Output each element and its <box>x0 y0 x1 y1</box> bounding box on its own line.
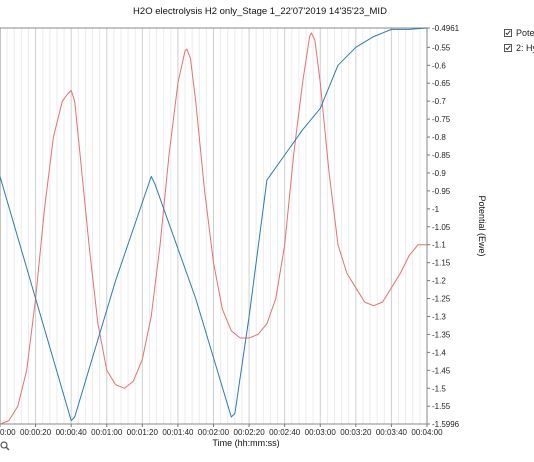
series-line-2 <box>0 27 428 422</box>
y-tick-label: -0.6 <box>432 61 446 70</box>
y-tick-label: -1.5996 <box>432 420 460 429</box>
y-tick-label: -1.4 <box>432 348 446 357</box>
x-tick-label: 00:00:20 <box>20 428 52 437</box>
y-tick-label: -0.9 <box>432 169 446 178</box>
x-tick-label: 00:02:20 <box>234 428 266 437</box>
x-tick-label: 00:01:40 <box>162 428 194 437</box>
legend-label-1: Pote <box>516 28 534 38</box>
y-tick-label: -1.3 <box>432 312 446 321</box>
x-tick-label: 00:03:40 <box>376 428 408 437</box>
y-tick-label: -0.8 <box>432 133 446 142</box>
series-line-1 <box>0 32 427 425</box>
y-tick-label: -1.05 <box>432 223 451 232</box>
y-tick-label: -0.85 <box>432 151 451 160</box>
chart-title: H2O electrolysis H2 only_Stage 1_22'07'2… <box>133 6 387 17</box>
x-tick-label: 00:04:00 <box>411 428 443 437</box>
x-axis-label: Time (hh:mm:ss) <box>212 438 279 448</box>
y-tick-label: -1.2 <box>432 277 446 286</box>
x-tick-label: 00:00:40 <box>56 428 88 437</box>
x-tick-label: 00:03:00 <box>305 428 337 437</box>
legend-item-2[interactable]: 2: Hy <box>504 43 534 53</box>
y-tick-label: -1.15 <box>432 259 451 268</box>
grid <box>0 28 428 424</box>
zoom-icon[interactable] <box>0 441 10 451</box>
y-tick-label: -0.65 <box>432 79 451 88</box>
y-tick-label: -1.1 <box>432 241 446 250</box>
legend-checkbox-1[interactable] <box>504 29 512 37</box>
x-tick-label: 00:00:00 <box>0 428 16 437</box>
y-tick-label: -0.7 <box>432 97 446 106</box>
y-tick-label: -1.55 <box>432 402 451 411</box>
y-axis-label: Potential (Ewe) <box>477 195 487 256</box>
y-tick-label: -0.75 <box>432 115 451 124</box>
series-group <box>0 27 428 425</box>
y-tick-labels: -0.4961 -0.55 -0.6 -0.65 -0.7 -0.75 -0.8 -0.85 -… <box>427 24 460 429</box>
y-tick-label: -1 <box>432 205 440 214</box>
y-tick-label: -1.35 <box>432 330 451 339</box>
y-tick-label: -0.4961 <box>432 24 460 33</box>
legend-item-1[interactable]: Pote <box>504 28 534 38</box>
x-tick-label: 00:01:00 <box>91 428 123 437</box>
y-tick-label: -1.45 <box>432 366 451 375</box>
y-tick-label: -0.95 <box>432 187 451 196</box>
y-tick-label: -1.25 <box>432 295 451 304</box>
x-tick-label: 00:02:00 <box>198 428 230 437</box>
x-tick-label: 00:01:20 <box>127 428 159 437</box>
x-tick-label: 00:02:40 <box>269 428 301 437</box>
y-tick-label: -0.55 <box>432 43 451 52</box>
x-tick-label: 00:03:20 <box>340 428 372 437</box>
y-tick-label: -1.5 <box>432 384 446 393</box>
legend-label-2: 2: Hy <box>516 43 534 53</box>
legend-checkbox-2[interactable] <box>504 44 512 52</box>
